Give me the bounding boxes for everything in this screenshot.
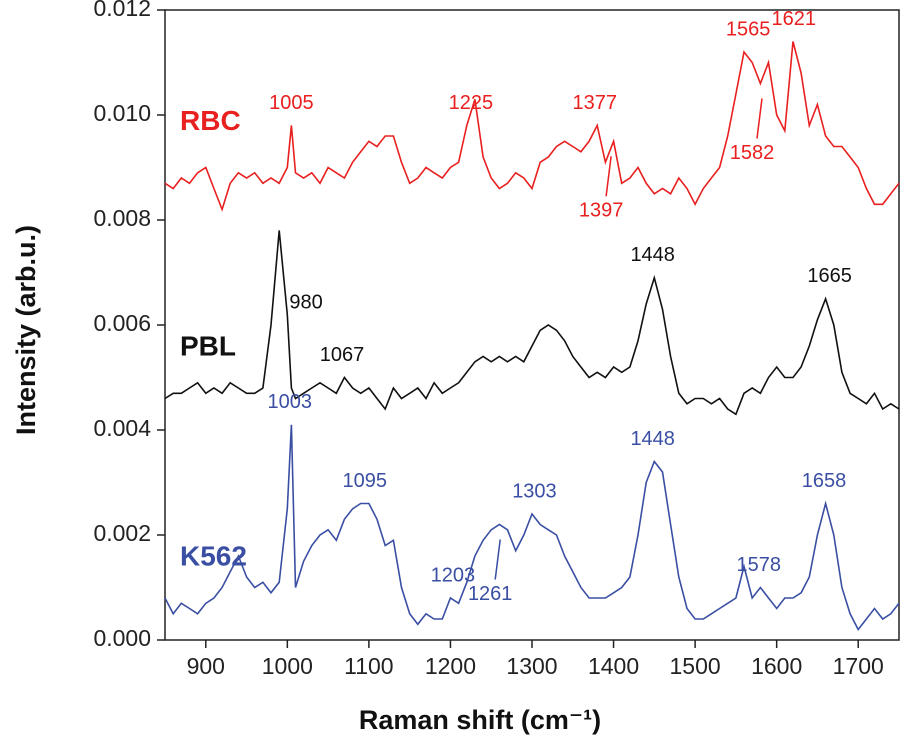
x-tick-label: 900 xyxy=(187,653,225,679)
peak-label: 1067 xyxy=(320,344,365,366)
y-tick-label: 0.010 xyxy=(93,100,151,126)
spectrum-line xyxy=(164,41,900,212)
peak-label: 1005 xyxy=(269,92,314,114)
peak-label: 1003 xyxy=(268,391,313,413)
x-tick-label: 1500 xyxy=(670,653,721,679)
peak-label: 1095 xyxy=(343,470,388,492)
x-tick-label: 1700 xyxy=(833,653,884,679)
peak-label: 1448 xyxy=(630,244,675,266)
peak-label: 1665 xyxy=(807,265,852,287)
series-label: PBL xyxy=(180,331,236,362)
spectrum-line xyxy=(164,230,900,416)
y-tick-label: 0.000 xyxy=(93,625,151,651)
peak-label: 1377 xyxy=(573,92,618,114)
peak-label: 1261 xyxy=(468,583,513,605)
peak-label: 980 xyxy=(289,291,322,313)
series-label: RBC xyxy=(180,105,241,136)
peak-label: 1225 xyxy=(449,92,494,114)
spectrum-line xyxy=(164,424,900,631)
x-tick-label: 1200 xyxy=(425,653,476,679)
peak-arrow xyxy=(605,156,612,197)
peak-label: 1397 xyxy=(579,200,624,222)
y-tick-label: 0.004 xyxy=(93,415,151,441)
series-label: K562 xyxy=(180,541,247,572)
y-tick-label: 0.002 xyxy=(93,520,151,546)
x-tick-label: 1100 xyxy=(344,653,393,679)
x-tick-label: 1000 xyxy=(262,653,313,679)
peak-arrow xyxy=(756,98,763,139)
x-axis-title: Raman shift (cm⁻¹) xyxy=(359,705,601,735)
peak-label: 1658 xyxy=(802,470,847,492)
x-tick-label: 1600 xyxy=(751,653,802,679)
y-axis-title: Intensity (arb.u.) xyxy=(11,225,41,435)
x-tick-label: 1400 xyxy=(588,653,639,679)
y-tick-label: 0.006 xyxy=(93,310,151,336)
peak-label: 1578 xyxy=(736,554,781,576)
y-tick-label: 0.008 xyxy=(93,205,151,231)
y-tick-label: 0.012 xyxy=(93,0,151,21)
peak-label: 1621 xyxy=(772,8,817,30)
peak-arrow xyxy=(494,539,501,580)
x-tick-label: 1300 xyxy=(506,653,557,679)
peak-label: 1303 xyxy=(512,480,557,502)
peak-label: 1565 xyxy=(726,18,771,40)
peak-label: 1448 xyxy=(630,428,675,450)
peak-label: 1203 xyxy=(431,564,476,586)
peak-label: 1582 xyxy=(730,142,775,164)
